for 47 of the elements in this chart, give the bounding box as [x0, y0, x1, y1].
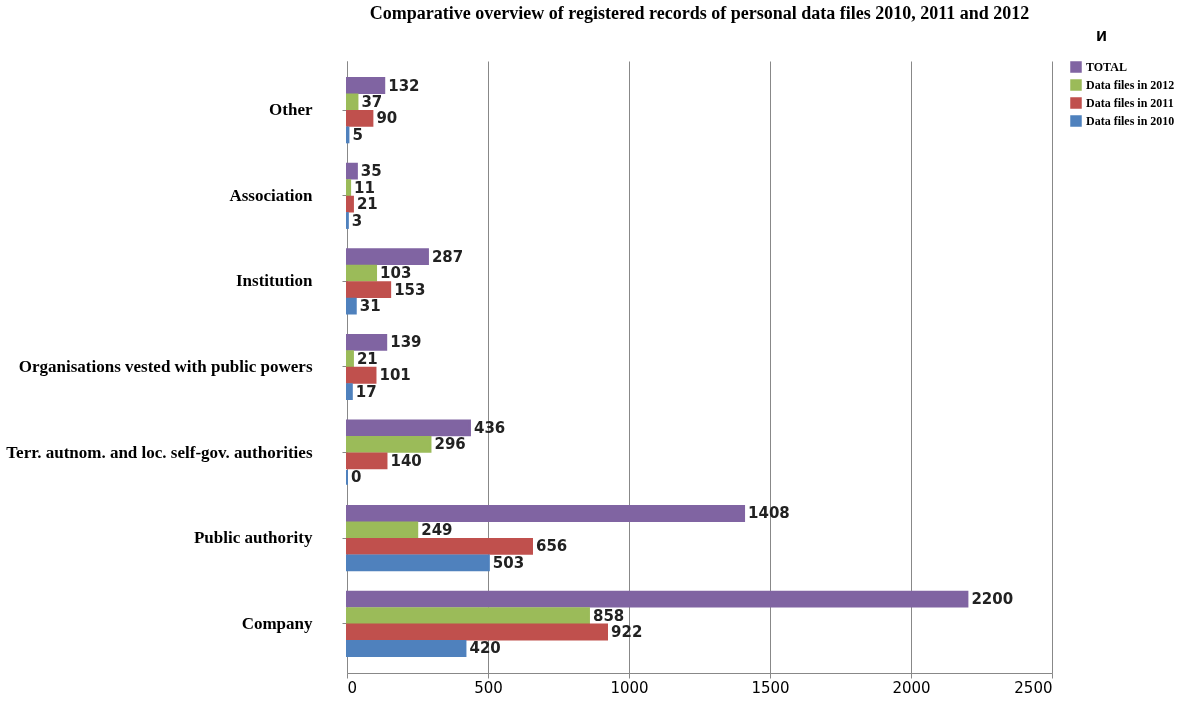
- data-label: 37: [361, 92, 383, 111]
- data-label: 5: [352, 125, 363, 144]
- data-label: 858: [592, 606, 625, 625]
- data-label: 436: [473, 418, 506, 437]
- data-label: 35: [360, 162, 382, 181]
- data-label: 153: [394, 280, 426, 299]
- legend-label: Data files in 2010: [1086, 114, 1175, 128]
- y-tick-label: Other: [269, 100, 313, 120]
- x-tick-label: 500: [474, 678, 503, 697]
- data-label: 922: [611, 623, 643, 642]
- y-tick-label: Association: [229, 185, 314, 205]
- data-label: 21: [356, 195, 378, 214]
- data-label: 132: [388, 76, 420, 95]
- x-tick-label: 1000: [610, 678, 649, 697]
- y-tick-label: Institution: [235, 271, 314, 291]
- legend-label: Data files in 2012: [1086, 78, 1175, 92]
- y-tick-label: Terr. autnom. and loc. self-gov. authorities: [6, 442, 313, 462]
- data-label: 3: [351, 211, 363, 230]
- data-label: 503: [492, 553, 525, 572]
- data-label: 90: [376, 109, 398, 128]
- data-label: 287: [431, 247, 464, 266]
- y-tick-label: Organisations vested with public powers: [18, 357, 313, 376]
- data-label: 656: [535, 537, 568, 556]
- chart-title: Comparative overview of registered records of personal data files 2010, 2011 and 2012: [369, 3, 1030, 23]
- legend-label: TOTAL: [1086, 60, 1127, 74]
- data-label: 420: [469, 639, 501, 658]
- data-label: 101: [379, 366, 411, 385]
- data-label: 139: [390, 333, 422, 352]
- data-label: 31: [359, 297, 381, 316]
- data-label: 17: [355, 382, 377, 401]
- data-label: 1408: [748, 504, 790, 523]
- data-label: 2200: [971, 590, 1014, 609]
- data-label: 296: [434, 435, 466, 454]
- data-label: 103: [380, 264, 412, 283]
- x-tick-label: 0: [347, 678, 358, 697]
- data-label: 11: [354, 178, 375, 197]
- data-label: 21: [356, 349, 378, 368]
- data-label: 140: [390, 451, 422, 470]
- data-label: 249: [421, 520, 453, 539]
- text: и: [1095, 25, 1107, 45]
- legend-label: Data files in 2011: [1086, 96, 1174, 110]
- x-tick-label: 2000: [892, 678, 931, 697]
- y-tick-label: Public authority: [193, 528, 313, 548]
- y-tick-label: Company: [241, 613, 313, 633]
- data-label: 0: [351, 468, 362, 487]
- x-tick-label: 2500: [1014, 678, 1053, 697]
- x-tick-label: 1500: [751, 678, 790, 697]
